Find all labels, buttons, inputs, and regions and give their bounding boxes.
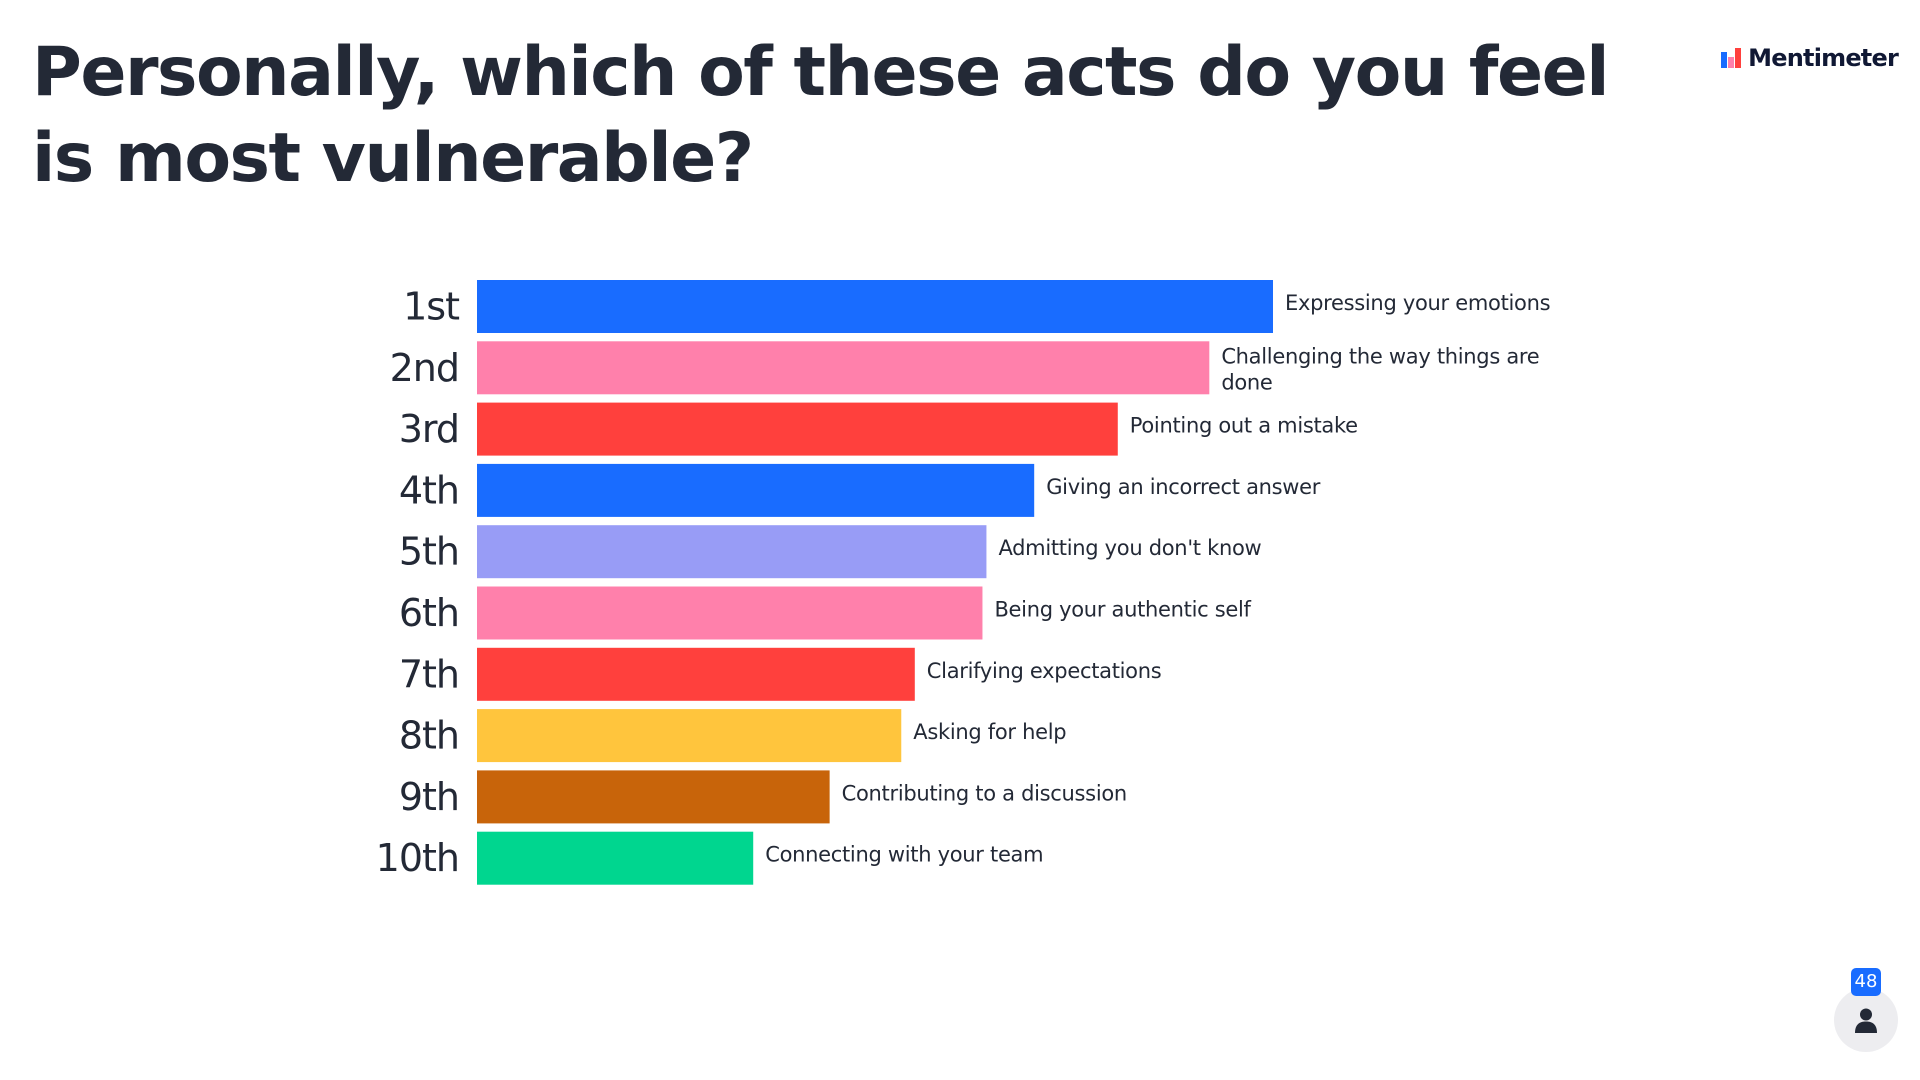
logo-bar-1 (1721, 52, 1728, 68)
bar (477, 525, 987, 579)
rank-label: 2nd (390, 346, 459, 390)
bar (477, 341, 1210, 395)
bar (477, 586, 983, 640)
question-title: Personally, which of these acts do you f… (32, 33, 1610, 198)
rank-label: 9th (399, 775, 459, 819)
bar (477, 463, 1035, 517)
bar-label: Contributing to a discussion (842, 781, 1127, 805)
bar (477, 647, 915, 701)
bar-label: Asking for help (913, 720, 1066, 744)
ranking-bar-chart: 1st Expressing your emotions 2nd Challengin… (376, 280, 1551, 885)
rank-label: 7th (399, 652, 459, 696)
bar-label: Giving an incorrect answer (1046, 475, 1321, 499)
bar-label: Admitting you don't know (998, 536, 1261, 560)
brand: Mentimeter (1721, 44, 1899, 72)
mentimeter-logo-icon (1721, 48, 1742, 68)
bar-label: Pointing out a mistake (1130, 414, 1358, 438)
rank-label: 1st (403, 285, 459, 329)
bar (477, 402, 1118, 456)
rank-label: 5th (399, 530, 459, 574)
rank-label: 3rd (399, 407, 459, 451)
bar (477, 770, 830, 824)
logo-bar-2 (1728, 57, 1735, 68)
participants-button[interactable] (1834, 988, 1898, 1052)
bar-label: Being your authentic self (994, 598, 1251, 622)
bar (477, 280, 1273, 333)
bar-label: Expressing your emotions (1285, 291, 1550, 315)
rank-label: 4th (399, 468, 459, 512)
bar (477, 831, 754, 885)
rank-label: 10th (376, 836, 459, 880)
participants-widget: 48 (1834, 968, 1898, 1052)
bar-label: Connecting with your team (765, 843, 1043, 867)
person-icon (1855, 1008, 1877, 1033)
bar-label: Clarifying expectations (927, 659, 1162, 683)
bar (477, 709, 902, 763)
bar-label: Challenging the way things are done (1221, 344, 1539, 394)
logo-bar-3 (1735, 48, 1742, 68)
brand-name: Mentimeter (1748, 44, 1899, 72)
rank-label: 8th (399, 714, 459, 758)
rank-label: 6th (399, 591, 459, 635)
participant-count-badge: 48 (1851, 968, 1881, 996)
